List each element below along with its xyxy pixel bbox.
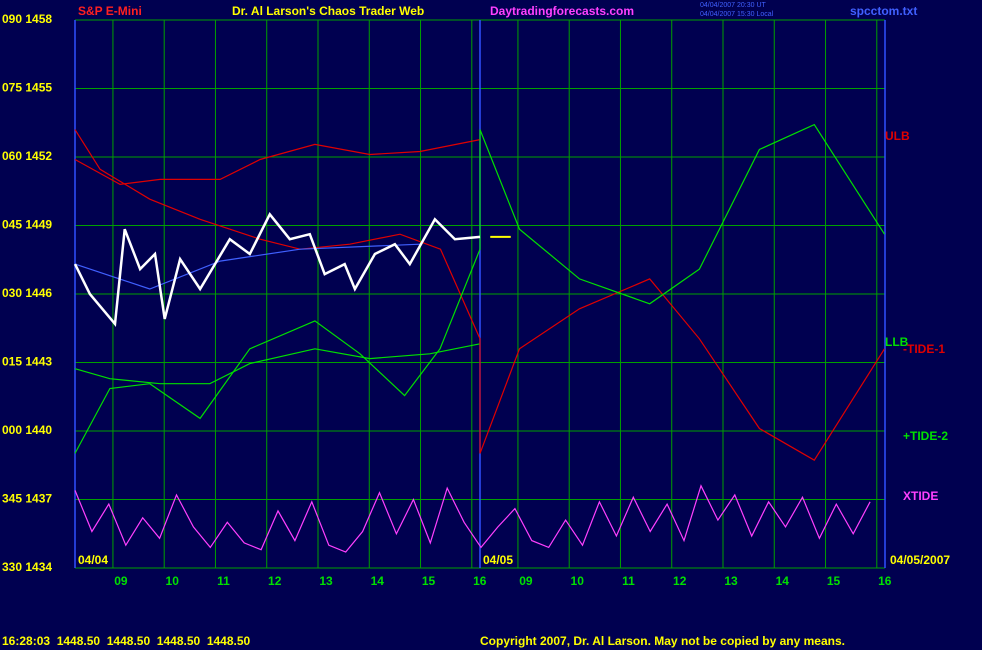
legend-label: ULB (885, 129, 910, 143)
legend-label: -TIDE-1 (903, 342, 945, 356)
legend-label: +TIDE-2 (903, 429, 948, 443)
x-tick-label: 10 (571, 574, 585, 588)
x-tick-label: 09 (114, 574, 128, 588)
average-line (74, 243, 421, 290)
timestamp-local: 04/04/2007 15:30 Local (700, 11, 774, 18)
x-tick-label: 16 (878, 574, 892, 588)
y-tick-label: 000 1440 (2, 423, 52, 437)
x-tick-label: 12 (268, 574, 282, 588)
date-label: 04/04 (78, 553, 108, 567)
x-tick-label: 11 (217, 574, 230, 588)
file-name: spcctom.txt (850, 4, 917, 18)
x-tick-label: 13 (319, 574, 333, 588)
y-tick-label: 060 1452 (2, 149, 52, 163)
x-tick-label: 15 (422, 574, 436, 588)
y-tick-label: 345 1437 (2, 492, 52, 506)
website: Daytradingforecasts.com (490, 4, 634, 18)
legend-label: LLB (885, 335, 909, 349)
x-tick-label: 15 (827, 574, 841, 588)
x-tick-label: 12 (673, 574, 687, 588)
legend-label: XTIDE (903, 489, 938, 503)
y-tick-label: 015 1443 (2, 355, 52, 369)
timestamp-ut: 04/04/2007 20:30 UT (700, 2, 766, 9)
x-tick-label: 13 (724, 574, 738, 588)
y-tick-label: 030 1446 (2, 286, 52, 300)
y-tick-label: 075 1455 (2, 81, 52, 95)
chart-title: Dr. Al Larson's Chaos Trader Web (232, 4, 424, 18)
y-tick-label: 330 1434 (2, 560, 52, 574)
date-label: 04/05/2007 (890, 553, 950, 567)
series-line (74, 123, 886, 454)
x-tick-label: 11 (622, 574, 635, 588)
series-line (74, 484, 871, 553)
y-tick-label: 090 1458 (2, 12, 52, 26)
x-tick-label: 14 (776, 574, 790, 588)
status-line: 16:28:03 1448.50 1448.50 1448.50 1448.50 (2, 634, 251, 648)
x-tick-label: 16 (473, 574, 487, 588)
copyright: Copyright 2007, Dr. Al Larson. May not b… (480, 634, 845, 648)
instrument: S&P E-Mini (78, 4, 142, 18)
series-line (74, 129, 886, 462)
x-tick-label: 14 (371, 574, 385, 588)
series-line (74, 343, 481, 385)
x-tick-label: 10 (166, 574, 180, 588)
price-line (73, 212, 481, 327)
series-line (74, 139, 481, 186)
y-tick-label: 045 1449 (2, 218, 52, 232)
x-tick-label: 09 (519, 574, 533, 588)
date-label: 04/05 (483, 553, 513, 567)
